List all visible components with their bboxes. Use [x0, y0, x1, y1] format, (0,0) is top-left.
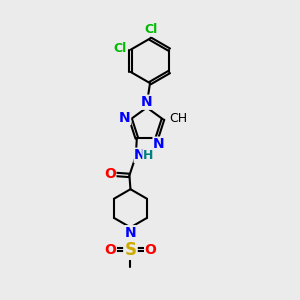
Text: O: O — [104, 243, 116, 257]
Text: O: O — [145, 243, 157, 257]
Text: H: H — [143, 149, 153, 162]
Text: Cl: Cl — [144, 23, 158, 36]
Text: CH: CH — [169, 112, 187, 125]
Text: N: N — [153, 137, 165, 151]
Text: N: N — [134, 148, 146, 162]
Text: S: S — [124, 241, 136, 259]
Text: O: O — [104, 167, 116, 182]
Text: N: N — [119, 111, 130, 124]
Text: Cl: Cl — [113, 42, 126, 55]
Text: N: N — [125, 226, 136, 240]
Text: N: N — [141, 95, 152, 109]
